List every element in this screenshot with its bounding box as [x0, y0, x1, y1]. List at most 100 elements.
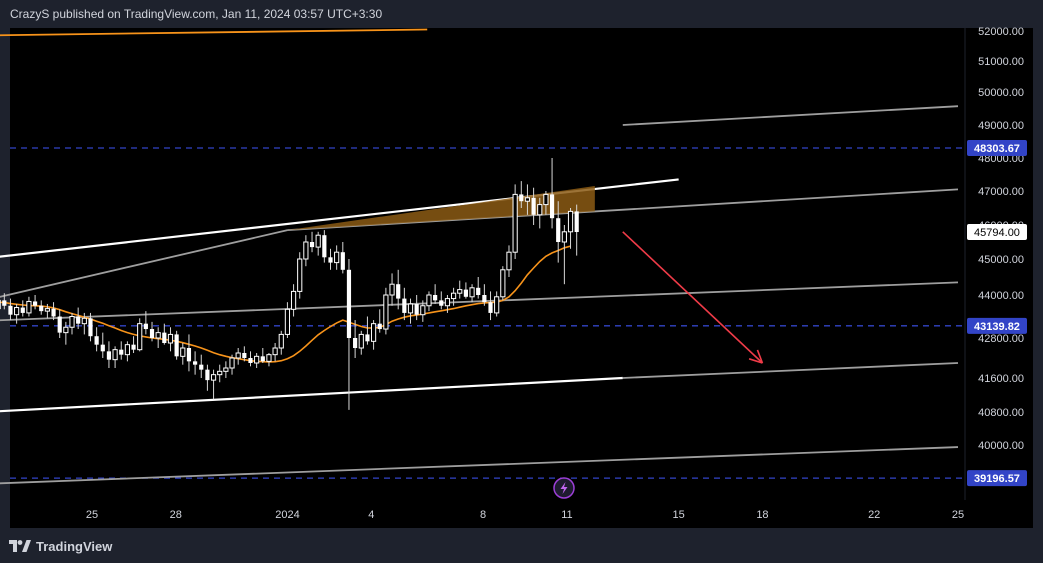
moving-average-line[interactable]	[0, 245, 571, 363]
candle[interactable]	[242, 346, 247, 362]
candle[interactable]	[217, 364, 223, 383]
candle[interactable]	[76, 307, 81, 330]
lightning-icon[interactable]	[553, 477, 575, 499]
candle[interactable]	[420, 300, 426, 322]
candle[interactable]	[482, 284, 487, 306]
candle[interactable]	[433, 284, 438, 304]
candle[interactable]	[229, 354, 235, 375]
trendline[interactable]	[287, 188, 959, 231]
last-price-tag[interactable]: 45794.00	[967, 224, 1027, 241]
candle[interactable]	[543, 191, 549, 215]
candle[interactable]	[494, 291, 500, 317]
candle[interactable]	[284, 302, 291, 338]
candle[interactable]	[450, 287, 457, 306]
candle[interactable]	[328, 248, 333, 270]
candle[interactable]	[469, 284, 475, 303]
candle[interactable]	[383, 287, 389, 335]
candle[interactable]	[402, 287, 407, 321]
candle[interactable]	[254, 353, 260, 368]
candle[interactable]	[309, 231, 315, 253]
candle[interactable]	[476, 277, 481, 299]
candle[interactable]	[340, 242, 345, 274]
candle[interactable]	[346, 259, 352, 410]
candle[interactable]	[94, 327, 99, 352]
candle[interactable]	[531, 187, 536, 225]
candle[interactable]	[290, 284, 297, 317]
time-axis-panel[interactable]	[10, 500, 1033, 528]
candle[interactable]	[51, 302, 56, 321]
candle[interactable]	[162, 323, 167, 345]
candle[interactable]	[278, 330, 284, 355]
candle[interactable]	[389, 273, 395, 306]
candle[interactable]	[574, 204, 579, 256]
candle[interactable]	[155, 327, 161, 348]
candle[interactable]	[167, 327, 174, 352]
candle[interactable]	[407, 298, 414, 324]
candle[interactable]	[26, 296, 32, 317]
trendline[interactable]	[0, 28, 428, 38]
trendline[interactable]	[622, 362, 959, 379]
trendline[interactable]	[0, 446, 959, 488]
candle[interactable]	[248, 351, 253, 367]
candle[interactable]	[444, 295, 451, 313]
candle[interactable]	[426, 291, 432, 312]
candle[interactable]	[353, 320, 358, 358]
candle[interactable]	[488, 291, 493, 321]
candle[interactable]	[303, 235, 309, 267]
candle[interactable]	[39, 300, 44, 315]
candle[interactable]	[396, 269, 401, 310]
trendline[interactable]	[0, 376, 623, 418]
candle[interactable]	[537, 197, 543, 229]
price-axis-panel[interactable]	[965, 28, 1033, 500]
projection-arrow[interactable]	[622, 231, 764, 364]
candle[interactable]	[334, 245, 340, 270]
candle[interactable]	[414, 295, 419, 321]
candle[interactable]	[549, 158, 555, 229]
candle[interactable]	[210, 369, 217, 400]
candle[interactable]	[63, 321, 69, 345]
candle[interactable]	[272, 343, 278, 362]
candle[interactable]	[524, 184, 531, 215]
candle[interactable]	[322, 230, 327, 263]
candle[interactable]	[106, 341, 112, 368]
candle[interactable]	[370, 320, 377, 350]
candle[interactable]	[500, 266, 506, 301]
candle[interactable]	[463, 282, 468, 299]
candle[interactable]	[199, 354, 204, 378]
candle[interactable]	[315, 231, 321, 256]
candle[interactable]	[556, 201, 561, 263]
level-price-tag[interactable]: 39196.57	[967, 470, 1027, 487]
candle[interactable]	[439, 291, 444, 310]
candle[interactable]	[235, 348, 241, 365]
candle[interactable]	[519, 181, 524, 208]
candle[interactable]	[143, 311, 148, 335]
trendline[interactable]	[622, 105, 959, 126]
level-price-tag[interactable]: 48303.67	[967, 139, 1027, 156]
candle[interactable]	[260, 348, 265, 363]
candle[interactable]	[2, 293, 7, 310]
candle[interactable]	[149, 321, 155, 342]
candle[interactable]	[180, 343, 186, 365]
candle[interactable]	[137, 318, 143, 352]
candle[interactable]	[69, 312, 75, 335]
trendline[interactable]	[0, 229, 288, 327]
candle[interactable]	[297, 252, 303, 299]
candle[interactable]	[131, 336, 136, 353]
trendline[interactable]	[0, 281, 959, 325]
candle[interactable]	[20, 300, 25, 317]
candle[interactable]	[186, 334, 192, 372]
candle[interactable]	[377, 309, 382, 333]
candle[interactable]	[506, 245, 512, 277]
candle[interactable]	[44, 303, 50, 319]
candle[interactable]	[88, 312, 93, 342]
candle[interactable]	[124, 341, 130, 362]
candle[interactable]	[457, 280, 463, 299]
candle[interactable]	[81, 312, 87, 335]
candle[interactable]	[119, 341, 124, 360]
candle[interactable]	[266, 353, 272, 367]
candle[interactable]	[365, 316, 370, 345]
candle[interactable]	[100, 332, 105, 358]
candle[interactable]	[205, 364, 210, 391]
candle[interactable]	[193, 351, 198, 375]
